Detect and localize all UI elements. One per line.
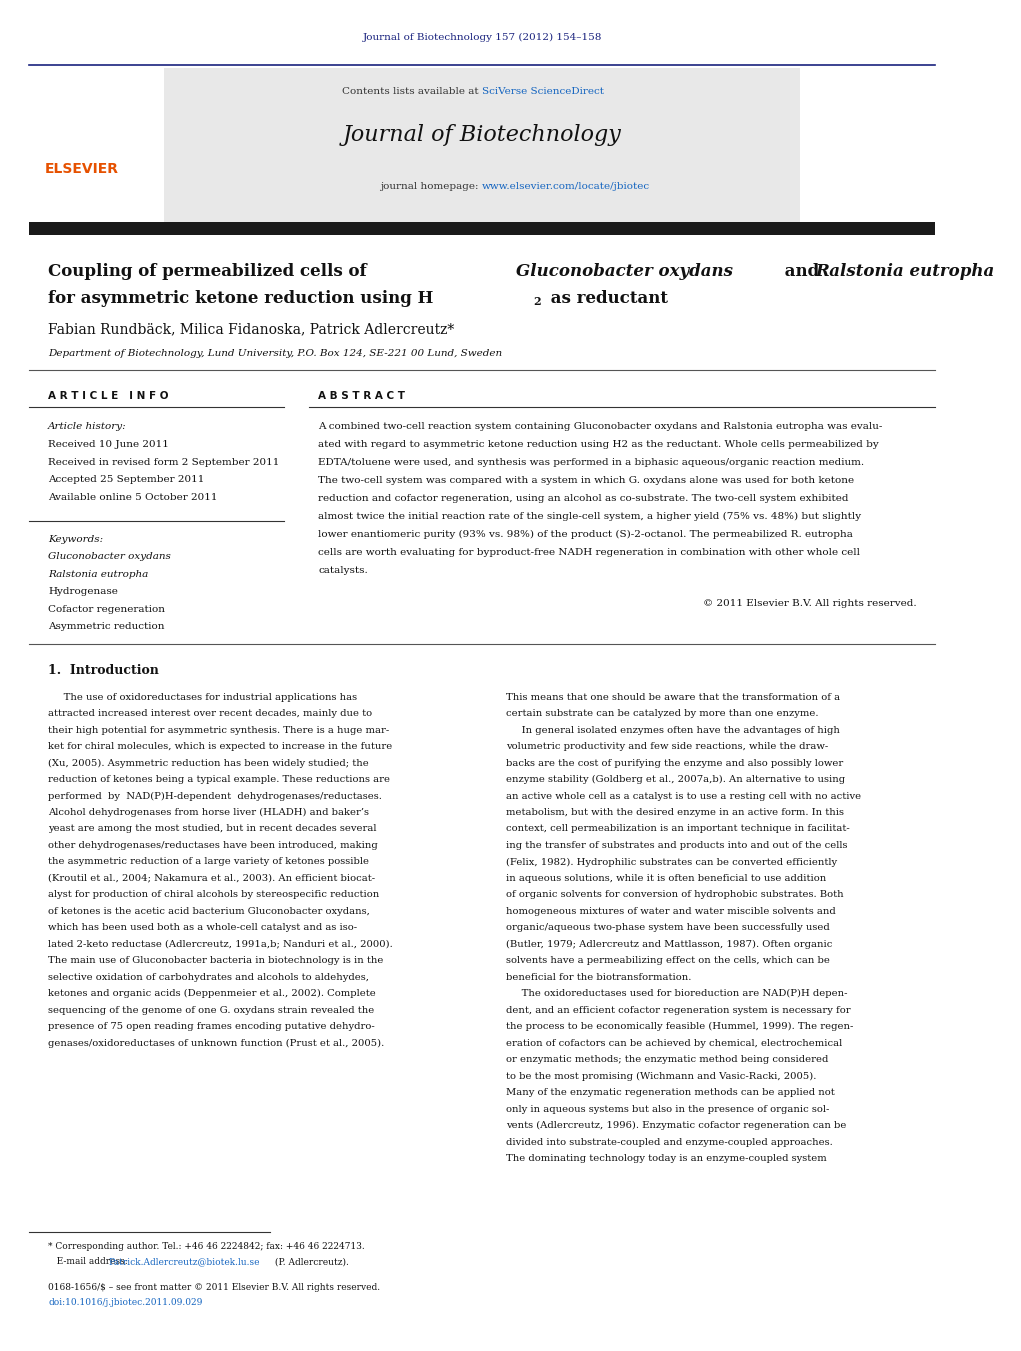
Text: Asymmetric reduction: Asymmetric reduction xyxy=(48,623,164,631)
Text: almost twice the initial reaction rate of the single-cell system, a higher yield: almost twice the initial reaction rate o… xyxy=(319,512,862,521)
Text: or enzymatic methods; the enzymatic method being considered: or enzymatic methods; the enzymatic meth… xyxy=(506,1055,829,1065)
Text: genases/oxidoreductases of unknown function (Prust et al., 2005).: genases/oxidoreductases of unknown funct… xyxy=(48,1039,385,1048)
Text: context, cell permeabilization is an important technique in facilitat-: context, cell permeabilization is an imp… xyxy=(506,824,850,834)
Text: (P. Adlercreutz).: (P. Adlercreutz). xyxy=(272,1258,349,1266)
Text: journal homepage:: journal homepage: xyxy=(381,182,482,190)
Text: Gluconobacter oxydans: Gluconobacter oxydans xyxy=(516,263,733,280)
Text: vents (Adlercreutz, 1996). Enzymatic cofactor regeneration can be: vents (Adlercreutz, 1996). Enzymatic cof… xyxy=(506,1121,846,1131)
Text: ated with regard to asymmetric ketone reduction using H2 as the reductant. Whole: ated with regard to asymmetric ketone re… xyxy=(319,440,879,450)
Text: Gluconobacter oxydans: Gluconobacter oxydans xyxy=(48,553,172,561)
Text: ELSEVIER: ELSEVIER xyxy=(45,162,119,176)
Text: sequencing of the genome of one G. oxydans strain revealed the: sequencing of the genome of one G. oxyda… xyxy=(48,1005,375,1015)
Text: as reductant: as reductant xyxy=(545,290,668,307)
Text: cells are worth evaluating for byproduct-free NADH regeneration in combination w: cells are worth evaluating for byproduct… xyxy=(319,549,861,557)
Text: only in aqueous systems but also in the presence of organic sol-: only in aqueous systems but also in the … xyxy=(506,1105,830,1113)
Text: metabolism, but with the desired enzyme in an active form. In this: metabolism, but with the desired enzyme … xyxy=(506,808,844,817)
Text: A combined two-cell reaction system containing Gluconobacter oxydans and Ralston: A combined two-cell reaction system cont… xyxy=(319,423,882,431)
Text: solvents have a permeabilizing effect on the cells, which can be: solvents have a permeabilizing effect on… xyxy=(506,957,830,966)
Text: Journal of Biotechnology 157 (2012) 154–158: Journal of Biotechnology 157 (2012) 154–… xyxy=(362,34,602,42)
Text: Department of Biotechnology, Lund University, P.O. Box 124, SE-221 00 Lund, Swed: Department of Biotechnology, Lund Univer… xyxy=(48,350,502,358)
Text: beneficial for the biotransformation.: beneficial for the biotransformation. xyxy=(506,973,691,982)
Text: volumetric productivity and few side reactions, while the draw-: volumetric productivity and few side rea… xyxy=(506,742,829,751)
Text: enzyme stability (Goldberg et al., 2007a,b). An alternative to using: enzyme stability (Goldberg et al., 2007a… xyxy=(506,775,845,784)
Text: which has been used both as a whole-cell catalyst and as iso-: which has been used both as a whole-cell… xyxy=(48,923,357,932)
Text: In general isolated enzymes often have the advantages of high: In general isolated enzymes often have t… xyxy=(506,725,840,735)
Text: Coupling of permeabilized cells of: Coupling of permeabilized cells of xyxy=(48,263,373,280)
Text: of organic solvents for conversion of hydrophobic substrates. Both: of organic solvents for conversion of hy… xyxy=(506,890,844,900)
Text: A R T I C L E   I N F O: A R T I C L E I N F O xyxy=(48,390,168,401)
FancyBboxPatch shape xyxy=(29,222,935,235)
Text: divided into substrate-coupled and enzyme-coupled approaches.: divided into substrate-coupled and enzym… xyxy=(506,1138,833,1147)
Text: their high potential for asymmetric synthesis. There is a huge mar-: their high potential for asymmetric synt… xyxy=(48,725,389,735)
Text: yeast are among the most studied, but in recent decades several: yeast are among the most studied, but in… xyxy=(48,824,377,834)
Text: presence of 75 open reading frames encoding putative dehydro-: presence of 75 open reading frames encod… xyxy=(48,1023,375,1031)
Text: Ralstonia eutropha: Ralstonia eutropha xyxy=(815,263,994,280)
Text: lower enantiomeric purity (93% vs. 98%) of the product (S)-2-octanol. The permea: lower enantiomeric purity (93% vs. 98%) … xyxy=(319,530,854,539)
Text: performed  by  NAD(P)H-dependent  dehydrogenases/reductases.: performed by NAD(P)H-dependent dehydroge… xyxy=(48,792,382,801)
Text: Cofactor regeneration: Cofactor regeneration xyxy=(48,605,165,613)
Text: Contents lists available at: Contents lists available at xyxy=(342,88,482,96)
Text: © 2011 Elsevier B.V. All rights reserved.: © 2011 Elsevier B.V. All rights reserved… xyxy=(702,600,916,608)
Text: and: and xyxy=(779,263,825,280)
Text: Many of the enzymatic regeneration methods can be applied not: Many of the enzymatic regeneration metho… xyxy=(506,1088,835,1097)
Text: lated 2-keto reductase (Adlercreutz, 1991a,b; Nanduri et al., 2000).: lated 2-keto reductase (Adlercreutz, 199… xyxy=(48,940,393,948)
Text: SciVerse ScienceDirect: SciVerse ScienceDirect xyxy=(482,88,604,96)
Text: homogeneous mixtures of water and water miscible solvents and: homogeneous mixtures of water and water … xyxy=(506,907,836,916)
Text: A B S T R A C T: A B S T R A C T xyxy=(319,390,405,401)
Text: the asymmetric reduction of a large variety of ketones possible: the asymmetric reduction of a large vari… xyxy=(48,858,370,866)
Text: ket for chiral molecules, which is expected to increase in the future: ket for chiral molecules, which is expec… xyxy=(48,742,392,751)
Text: Accepted 25 September 2011: Accepted 25 September 2011 xyxy=(48,476,204,484)
Text: Journal of Biotechnology: Journal of Biotechnology xyxy=(343,124,622,146)
Text: attracted increased interest over recent decades, mainly due to: attracted increased interest over recent… xyxy=(48,709,373,719)
Text: (Felix, 1982). Hydrophilic substrates can be converted efficiently: (Felix, 1982). Hydrophilic substrates ca… xyxy=(506,858,837,866)
Text: selective oxidation of carbohydrates and alcohols to aldehydes,: selective oxidation of carbohydrates and… xyxy=(48,973,370,982)
Text: (Xu, 2005). Asymmetric reduction has been widely studied; the: (Xu, 2005). Asymmetric reduction has bee… xyxy=(48,758,369,767)
Text: (Butler, 1979; Adlercreutz and Mattlasson, 1987). Often organic: (Butler, 1979; Adlercreutz and Mattlasso… xyxy=(506,940,833,948)
Text: Received 10 June 2011: Received 10 June 2011 xyxy=(48,440,169,449)
Text: Alcohol dehydrogenases from horse liver (HLADH) and baker’s: Alcohol dehydrogenases from horse liver … xyxy=(48,808,370,817)
Text: an active whole cell as a catalyst is to use a resting cell with no active: an active whole cell as a catalyst is to… xyxy=(506,792,862,801)
Text: other dehydrogenases/reductases have been introduced, making: other dehydrogenases/reductases have bee… xyxy=(48,840,378,850)
Text: in aqueous solutions, while it is often beneficial to use addition: in aqueous solutions, while it is often … xyxy=(506,874,827,884)
FancyBboxPatch shape xyxy=(164,68,800,227)
Text: ketones and organic acids (Deppenmeier et al., 2002). Complete: ketones and organic acids (Deppenmeier e… xyxy=(48,989,376,998)
Text: reduction and cofactor regeneration, using an alcohol as co-substrate. The two-c: reduction and cofactor regeneration, usi… xyxy=(319,494,848,504)
Text: The use of oxidoreductases for industrial applications has: The use of oxidoreductases for industria… xyxy=(48,693,357,701)
Text: The oxidoreductases used for bioreduction are NAD(P)H depen-: The oxidoreductases used for bioreductio… xyxy=(506,989,847,998)
Text: Fabian Rundbäck, Milica Fidanoska, Patrick Adlercreutz*: Fabian Rundbäck, Milica Fidanoska, Patri… xyxy=(48,323,454,336)
Text: doi:10.1016/j.jbiotec.2011.09.029: doi:10.1016/j.jbiotec.2011.09.029 xyxy=(48,1298,202,1306)
Text: Hydrogenase: Hydrogenase xyxy=(48,588,118,596)
Text: to be the most promising (Wichmann and Vasic-Racki, 2005).: to be the most promising (Wichmann and V… xyxy=(506,1071,817,1081)
Text: ing the transfer of substrates and products into and out of the cells: ing the transfer of substrates and produ… xyxy=(506,840,847,850)
Text: E-mail address:: E-mail address: xyxy=(48,1258,131,1266)
Text: alyst for production of chiral alcohols by stereospecific reduction: alyst for production of chiral alcohols … xyxy=(48,890,380,900)
Text: The dominating technology today is an enzyme-coupled system: The dominating technology today is an en… xyxy=(506,1154,827,1163)
Text: reduction of ketones being a typical example. These reductions are: reduction of ketones being a typical exa… xyxy=(48,775,390,784)
Text: Patrick.Adlercreutz@biotek.lu.se: Patrick.Adlercreutz@biotek.lu.se xyxy=(108,1258,259,1266)
Text: This means that one should be aware that the transformation of a: This means that one should be aware that… xyxy=(506,693,840,701)
Text: The two-cell system was compared with a system in which G. oxydans alone was use: The two-cell system was compared with a … xyxy=(319,477,855,485)
Text: www.elsevier.com/locate/jbiotec: www.elsevier.com/locate/jbiotec xyxy=(482,182,650,190)
Text: EDTA/toluene were used, and synthesis was performed in a biphasic aqueous/organi: EDTA/toluene were used, and synthesis wa… xyxy=(319,458,865,467)
Text: catalysts.: catalysts. xyxy=(319,566,368,576)
Text: The main use of Gluconobacter bacteria in biotechnology is in the: The main use of Gluconobacter bacteria i… xyxy=(48,957,384,966)
Text: certain substrate can be catalyzed by more than one enzyme.: certain substrate can be catalyzed by mo… xyxy=(506,709,819,719)
Text: Received in revised form 2 September 2011: Received in revised form 2 September 201… xyxy=(48,458,280,466)
Text: Article history:: Article history: xyxy=(48,423,127,431)
Text: Available online 5 October 2011: Available online 5 October 2011 xyxy=(48,493,217,501)
Text: eration of cofactors can be achieved by chemical, electrochemical: eration of cofactors can be achieved by … xyxy=(506,1039,842,1048)
Text: of ketones is the acetic acid bacterium Gluconobacter oxydans,: of ketones is the acetic acid bacterium … xyxy=(48,907,370,916)
Text: (Kroutil et al., 2004; Nakamura et al., 2003). An efficient biocat-: (Kroutil et al., 2004; Nakamura et al., … xyxy=(48,874,376,884)
Text: 0168-1656/$ – see front matter © 2011 Elsevier B.V. All rights reserved.: 0168-1656/$ – see front matter © 2011 El… xyxy=(48,1283,381,1292)
Text: organic/aqueous two-phase system have been successfully used: organic/aqueous two-phase system have be… xyxy=(506,923,830,932)
Text: 1.  Introduction: 1. Introduction xyxy=(48,663,159,677)
Text: 2: 2 xyxy=(533,296,541,307)
Text: * Corresponding author. Tel.: +46 46 2224842; fax: +46 46 2224713.: * Corresponding author. Tel.: +46 46 222… xyxy=(48,1243,364,1251)
Text: the process to be economically feasible (Hummel, 1999). The regen-: the process to be economically feasible … xyxy=(506,1023,854,1031)
Text: Ralstonia eutropha: Ralstonia eutropha xyxy=(48,570,148,578)
Text: Keywords:: Keywords: xyxy=(48,535,103,543)
Text: for asymmetric ketone reduction using H: for asymmetric ketone reduction using H xyxy=(48,290,434,307)
Text: dent, and an efficient cofactor regeneration system is necessary for: dent, and an efficient cofactor regenera… xyxy=(506,1005,850,1015)
Text: backs are the cost of purifying the enzyme and also possibly lower: backs are the cost of purifying the enzy… xyxy=(506,758,843,767)
